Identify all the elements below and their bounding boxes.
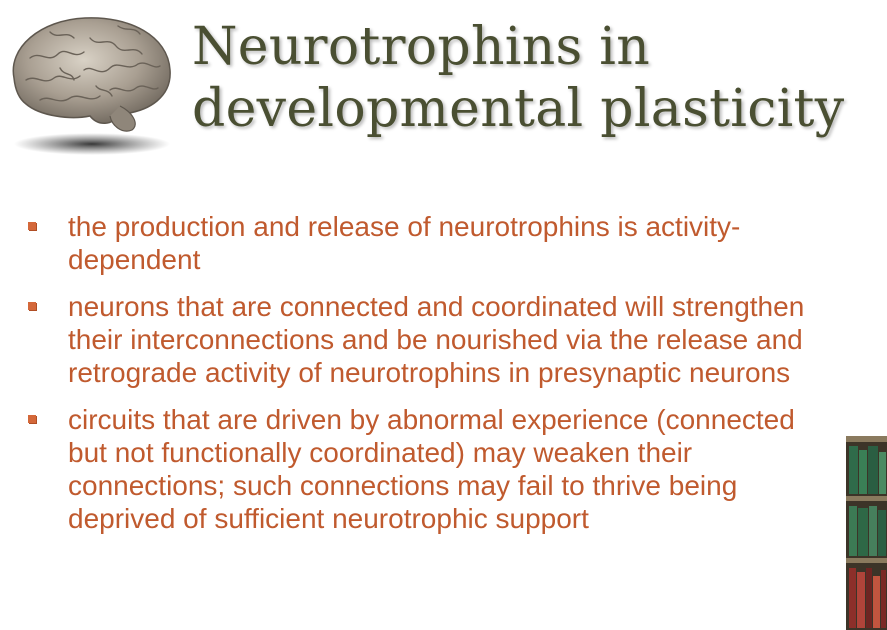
bullet-item: the production and release of neurotroph…: [24, 210, 839, 276]
bullet-list: the production and release of neurotroph…: [24, 210, 839, 549]
square-bullet-icon: [28, 222, 36, 230]
bullet-text: circuits that are driven by abnormal exp…: [68, 404, 795, 534]
title-line-1: Neurotrophins in: [192, 17, 651, 77]
square-bullet-icon: [28, 415, 36, 423]
slide-title: Neurotrophins in developmental plasticit…: [192, 16, 844, 140]
bullet-item: neurons that are connected and coordinat…: [24, 290, 839, 389]
title-line-2: developmental plasticity: [192, 79, 845, 139]
brain-icon: [12, 17, 171, 155]
bullet-text: neurons that are connected and coordinat…: [68, 291, 805, 388]
bookshelf-icon: [846, 436, 887, 630]
bullet-text: the production and release of neurotroph…: [68, 211, 741, 275]
square-bullet-icon: [28, 302, 36, 310]
bullet-item: circuits that are driven by abnormal exp…: [24, 403, 839, 535]
